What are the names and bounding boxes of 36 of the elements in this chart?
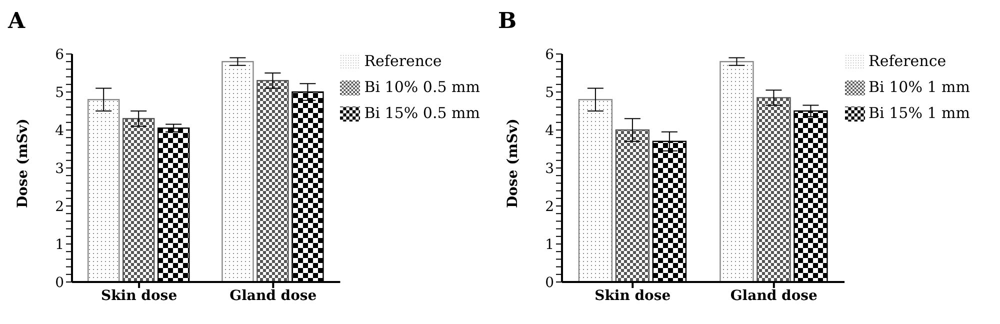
y-tick-label: 5 [55,84,64,101]
y-tick-label: 2 [545,198,554,215]
x-tick-label: Gland dose [730,288,818,304]
legend-label: Bi 15% 0.5 mm [364,104,480,122]
legend-label: Reference [364,52,442,70]
bar [615,129,650,282]
y-tick-label: 6 [55,46,64,63]
bar [578,99,613,282]
y-tick-label: 3 [545,160,554,177]
y-tick-label: 4 [55,122,64,139]
legend-label: Bi 15% 1 mm [868,104,970,122]
y-tick-label: 1 [55,236,64,253]
bar [222,61,254,282]
x-tick-label: Gland dose [230,288,317,304]
bar [87,99,120,282]
x-tick-label: Skin dose [101,288,178,304]
chart-title: B [498,8,517,34]
y-tick-label: 3 [55,160,64,177]
legend-label: Reference [868,52,946,70]
y-tick-label: 1 [545,236,554,253]
chart-title: A [8,8,26,34]
bar [122,118,155,282]
legend-label: Bi 10% 1 mm [868,78,970,96]
legend-label: Bi 10% 0.5 mm [364,78,480,96]
x-tick-label: Skin dose [594,288,671,304]
y-axis-title: Dose (mSv) [504,118,521,208]
bar [756,97,791,282]
y-tick-label: 4 [545,122,554,139]
y-tick-label: 0 [55,274,64,291]
y-tick-label: 5 [545,84,554,101]
y-tick-label: 2 [55,198,64,215]
y-tick-label: 0 [545,274,554,291]
y-tick-label: 6 [545,46,554,63]
y-axis-title: Dose (mSv) [14,118,31,208]
bar [720,61,754,282]
bar [256,80,289,282]
